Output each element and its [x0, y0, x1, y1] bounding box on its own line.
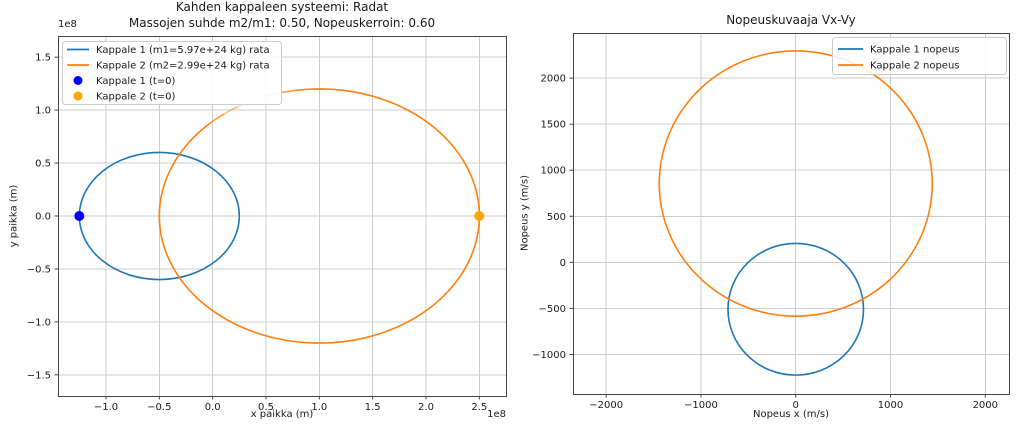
orbit-path [658, 50, 934, 317]
y-tick-label: −1000 [532, 350, 566, 361]
left-x-offset-label: 1e8 [487, 409, 506, 420]
y-tick-label: 0.0 [35, 212, 51, 223]
orbit-path [727, 242, 865, 376]
legend-label: Kappale 1 (t=0) [96, 76, 176, 87]
right-y-axis-label: Nopeus y (m/s) [519, 174, 531, 252]
y-tick-label: −0.5 [27, 264, 51, 275]
legend-label: Kappale 1 (m1=5.97e+24 kg) rata [96, 45, 270, 56]
orbit-path [158, 88, 481, 344]
legend-marker-sample [73, 76, 83, 85]
y-tick-label: −500 [539, 304, 566, 315]
start-position-marker [474, 211, 485, 221]
x-tick-label: −1.0 [94, 402, 118, 413]
y-tick-label: 1.5 [35, 53, 51, 64]
legend-marker-sample [73, 91, 83, 101]
legend-box [832, 37, 1007, 75]
x-tick-label: 0.0 [205, 402, 221, 413]
x-tick-label: 0.5 [258, 402, 274, 413]
x-tick-label: 2.0 [418, 402, 434, 413]
x-tick-label: 0 [793, 400, 799, 411]
y-tick-label: 0.5 [35, 159, 51, 170]
axes-frame [58, 36, 507, 397]
legend-label: Kappale 2 (t=0) [96, 92, 176, 103]
axes-frame [573, 33, 1010, 395]
orbit-path [221, 106, 237, 116]
left-plot-title-block: Kahden kappaleen systeemi: Radat Massoje… [58, 0, 506, 31]
y-tick-label: 1000 [541, 166, 566, 177]
x-tick-label: 1000 [878, 400, 903, 411]
legend-label: Kappale 2 (m2=2.99e+24 kg) rata [96, 61, 270, 72]
orbit-path [209, 113, 224, 124]
left-y-axis-label: y paikka (m) [8, 184, 20, 248]
orbit-path [280, 89, 298, 94]
y-tick-label: −1.0 [27, 317, 51, 328]
legend-box [62, 41, 282, 105]
y-tick-label: 2000 [541, 74, 566, 85]
left-plot-title: Kahden kappaleen systeemi: Radat [175, 0, 389, 14]
x-tick-label: 1.5 [365, 402, 381, 413]
right-x-axis-label: Nopeus x (m/s) [752, 409, 830, 420]
y-tick-label: −1.5 [27, 370, 51, 381]
x-tick-label: −1000 [684, 400, 718, 411]
y-tick-label: 1500 [541, 120, 566, 131]
y-tick-label: 500 [547, 212, 566, 223]
x-tick-label: 1.0 [311, 402, 327, 413]
start-position-marker [74, 211, 85, 221]
y-tick-label: 0 [560, 258, 566, 269]
x-tick-label: 2000 [973, 400, 998, 411]
legend-label: Kappale 1 nopeus [870, 45, 960, 56]
left-y-offset-label: 1e8 [58, 19, 77, 30]
x-tick-label: −2000 [589, 400, 623, 411]
left-plot-subtitle: Massojen suhde m2/m1: 0.50, Nopeuskerroi… [128, 16, 436, 30]
y-tick-label: 1.0 [35, 106, 51, 117]
x-tick-label: −0.5 [147, 402, 171, 413]
x-tick-label: 2.5 [471, 402, 487, 413]
right-plot-title: Nopeuskuvaaja Vx-Vy [726, 13, 856, 27]
legend-label: Kappale 2 nopeus [870, 61, 960, 72]
left-x-axis-label: x paikka (m) [250, 409, 314, 420]
